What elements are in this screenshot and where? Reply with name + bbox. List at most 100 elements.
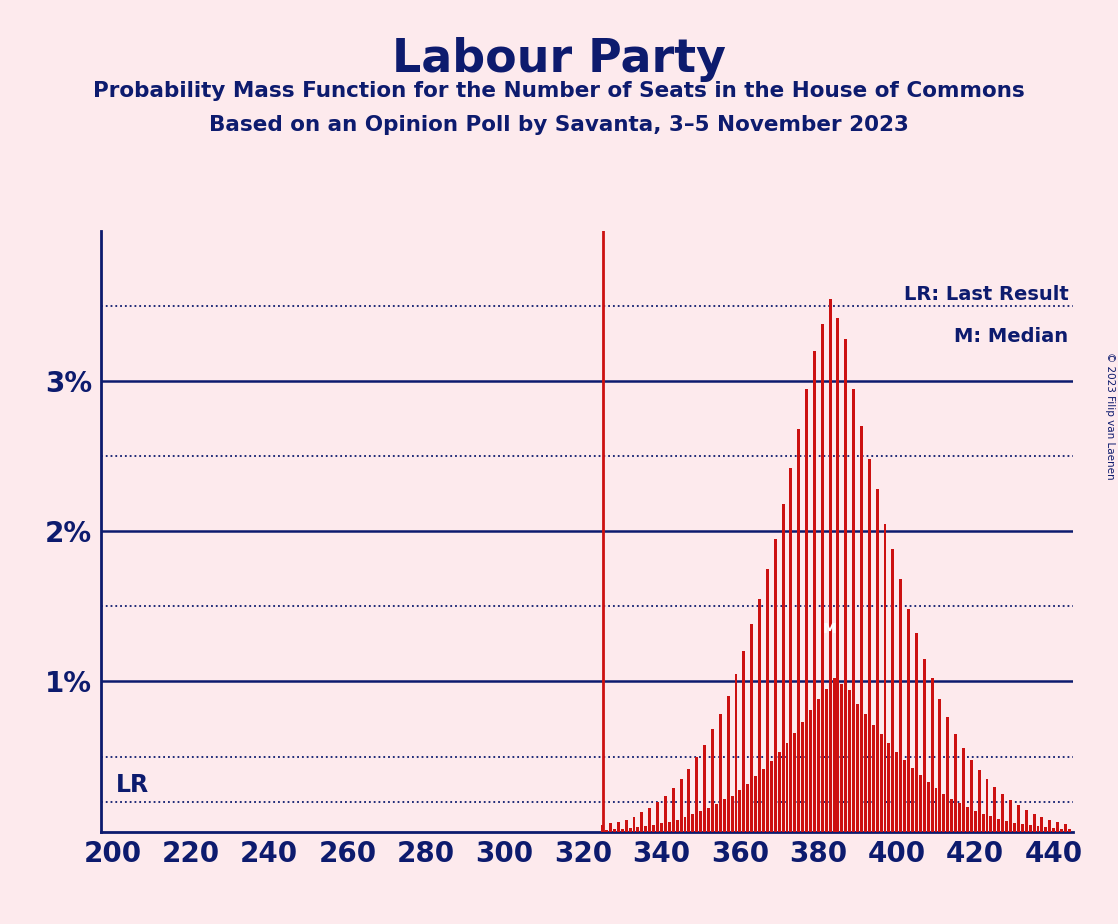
- Bar: [1041, 817, 1043, 832]
- Bar: [625, 820, 627, 832]
- Bar: [986, 779, 988, 832]
- Bar: [605, 830, 608, 832]
- Bar: [738, 789, 741, 832]
- Bar: [919, 774, 922, 832]
- Bar: [868, 459, 871, 832]
- Bar: [844, 339, 847, 832]
- Bar: [935, 788, 938, 832]
- Bar: [942, 794, 946, 832]
- Bar: [938, 699, 941, 832]
- Bar: [1057, 821, 1059, 832]
- Bar: [809, 710, 812, 832]
- Bar: [789, 468, 793, 832]
- Bar: [636, 827, 639, 832]
- Bar: [730, 796, 733, 832]
- Bar: [633, 817, 635, 832]
- Bar: [813, 351, 816, 832]
- Bar: [1029, 825, 1032, 832]
- Bar: [911, 768, 913, 832]
- Bar: [896, 752, 898, 832]
- Bar: [1025, 809, 1027, 832]
- Bar: [1036, 826, 1040, 832]
- Bar: [1010, 800, 1012, 832]
- Bar: [1017, 806, 1020, 832]
- Bar: [656, 801, 659, 832]
- Text: M: M: [823, 622, 837, 636]
- Bar: [891, 549, 894, 832]
- Bar: [958, 803, 961, 832]
- Bar: [836, 318, 840, 832]
- Bar: [1033, 813, 1035, 832]
- Bar: [688, 769, 691, 832]
- Bar: [915, 634, 918, 832]
- Bar: [1044, 827, 1048, 832]
- Bar: [828, 298, 832, 832]
- Text: Probability Mass Function for the Number of Seats in the House of Commons: Probability Mass Function for the Number…: [93, 81, 1025, 102]
- Bar: [727, 697, 730, 832]
- Bar: [994, 787, 996, 832]
- Bar: [1021, 824, 1024, 832]
- Bar: [872, 725, 874, 832]
- Bar: [770, 761, 773, 832]
- Text: LR: Last Result: LR: Last Result: [903, 285, 1069, 304]
- Bar: [817, 699, 819, 832]
- Bar: [722, 799, 726, 832]
- Bar: [758, 599, 761, 832]
- Bar: [652, 825, 655, 832]
- Bar: [742, 651, 746, 832]
- Bar: [774, 539, 777, 832]
- Text: LR: LR: [116, 773, 150, 797]
- Bar: [762, 769, 765, 832]
- Bar: [691, 814, 694, 832]
- Bar: [961, 748, 965, 832]
- Bar: [849, 690, 851, 832]
- Text: Labour Party: Labour Party: [392, 37, 726, 82]
- Bar: [974, 811, 977, 832]
- Text: © 2023 Filip van Laenen: © 2023 Filip van Laenen: [1106, 352, 1115, 480]
- Bar: [954, 734, 957, 832]
- Bar: [1005, 821, 1008, 832]
- Bar: [888, 743, 890, 832]
- Bar: [703, 745, 707, 832]
- Bar: [667, 821, 671, 832]
- Bar: [781, 505, 785, 832]
- Bar: [660, 823, 663, 832]
- Bar: [628, 828, 632, 832]
- Bar: [1013, 822, 1016, 832]
- Text: Based on an Opinion Poll by Savanta, 3–5 November 2023: Based on an Opinion Poll by Savanta, 3–5…: [209, 115, 909, 135]
- Bar: [786, 743, 788, 832]
- Bar: [883, 524, 887, 832]
- Bar: [672, 788, 674, 832]
- Bar: [802, 722, 804, 832]
- Bar: [620, 829, 624, 832]
- Bar: [648, 808, 651, 832]
- Bar: [1049, 820, 1051, 832]
- Bar: [675, 820, 679, 832]
- Bar: [695, 757, 699, 832]
- Bar: [680, 779, 683, 832]
- Bar: [880, 734, 882, 832]
- Bar: [747, 784, 749, 832]
- Bar: [601, 825, 604, 832]
- Bar: [1068, 830, 1071, 832]
- Bar: [1002, 795, 1004, 832]
- Bar: [927, 782, 930, 832]
- Bar: [613, 830, 616, 832]
- Bar: [1052, 828, 1055, 832]
- Bar: [907, 610, 910, 832]
- Bar: [617, 821, 619, 832]
- Bar: [899, 579, 902, 832]
- Bar: [997, 819, 1001, 832]
- Bar: [735, 674, 738, 832]
- Bar: [977, 770, 980, 832]
- Bar: [841, 685, 843, 832]
- Bar: [707, 808, 710, 832]
- Bar: [683, 818, 686, 832]
- Bar: [805, 389, 808, 832]
- Bar: [714, 804, 718, 832]
- Bar: [609, 823, 612, 832]
- Bar: [664, 796, 666, 832]
- Bar: [852, 389, 855, 832]
- Bar: [860, 426, 863, 832]
- Bar: [875, 490, 879, 832]
